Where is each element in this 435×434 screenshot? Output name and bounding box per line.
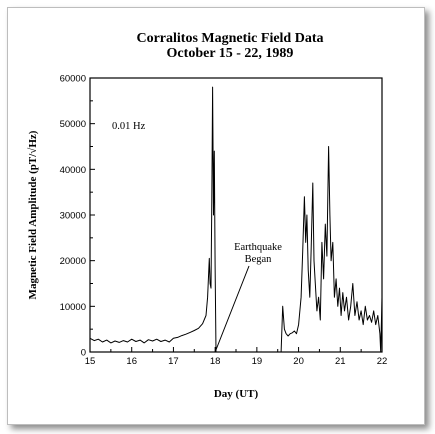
series-line xyxy=(89,86,383,353)
y-tick-label: 40000 xyxy=(60,165,86,176)
y-tick-label: 20000 xyxy=(60,256,86,267)
y-tick-label: 60000 xyxy=(60,74,86,85)
x-tick-label: 21 xyxy=(335,356,346,367)
plot-area xyxy=(89,77,383,353)
frequency-label: 0.01 Hz xyxy=(112,121,146,132)
annotation-line1: Earthquake xyxy=(234,242,282,253)
x-axis-label: Day (UT) xyxy=(214,388,259,400)
annotation-line2: Began xyxy=(245,254,273,265)
x-tick-label: 17 xyxy=(168,356,179,367)
figure-frame xyxy=(7,7,425,425)
x-tick-label: 18 xyxy=(210,356,221,367)
y-tick-label: 10000 xyxy=(60,302,86,313)
y-axis-label: Magnetic Field Amplitude (pT/√Hz) xyxy=(27,130,39,299)
chart-title: Corralitos Magnetic Field Data xyxy=(136,31,323,46)
x-tick-label: 19 xyxy=(252,356,263,367)
chart-subtitle: October 15 - 22, 1989 xyxy=(167,46,294,61)
y-axis: 0 10000 20000 30000 40000 50000 60000 xyxy=(60,74,95,359)
x-tick-label: 22 xyxy=(377,356,388,367)
y-tick-label: 50000 xyxy=(60,119,86,130)
annotation-pointer xyxy=(214,265,250,353)
x-tick-label: 20 xyxy=(293,356,304,367)
x-tick-label: 15 xyxy=(85,356,96,367)
x-tick-label: 16 xyxy=(126,356,137,367)
y-tick-label: 0 xyxy=(81,348,86,359)
y-tick-label: 30000 xyxy=(60,211,86,222)
x-axis: 15 16 17 18 19 20 21 22 xyxy=(85,347,388,367)
